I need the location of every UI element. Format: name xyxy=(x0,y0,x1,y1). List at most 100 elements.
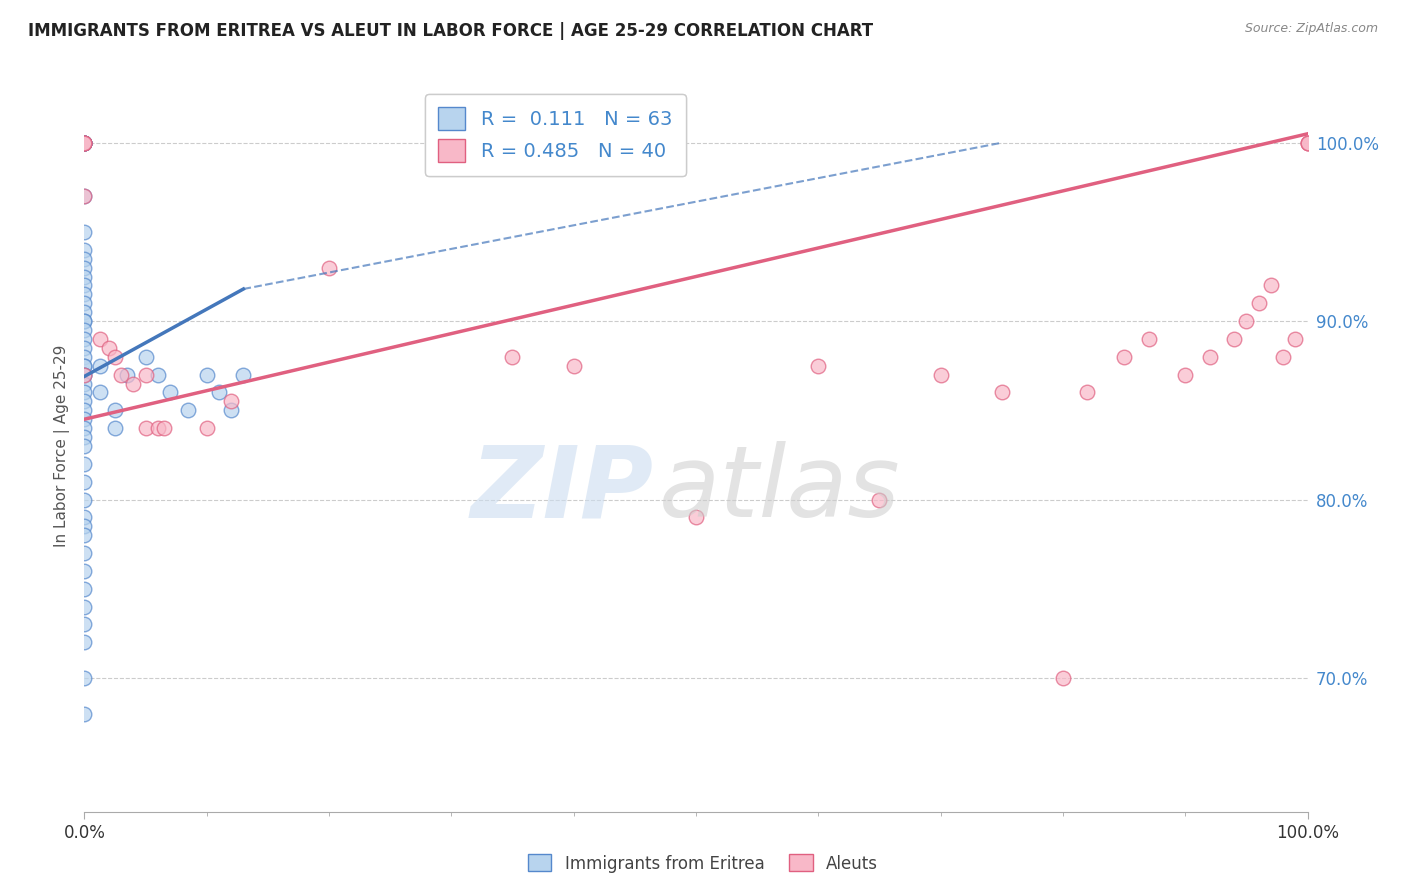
Point xyxy=(73,189,96,203)
Point xyxy=(1260,278,1282,293)
Point xyxy=(89,385,111,400)
Point xyxy=(1114,350,1136,364)
Point xyxy=(73,341,96,355)
Point xyxy=(73,564,96,578)
Point xyxy=(89,359,111,373)
Point xyxy=(73,350,96,364)
Point xyxy=(1296,136,1319,150)
Point xyxy=(73,359,96,373)
Point xyxy=(73,528,96,542)
Point xyxy=(73,136,96,150)
Point xyxy=(177,403,200,417)
Point xyxy=(73,421,96,435)
Point xyxy=(73,136,96,150)
Point xyxy=(502,350,524,364)
Point xyxy=(73,706,96,721)
Point xyxy=(73,136,96,150)
Point xyxy=(73,475,96,489)
Point xyxy=(73,252,96,266)
Point xyxy=(115,368,138,382)
Point xyxy=(1174,368,1197,382)
Point xyxy=(73,394,96,409)
Legend: R =  0.111   N = 63, R = 0.485   N = 40: R = 0.111 N = 63, R = 0.485 N = 40 xyxy=(425,94,686,176)
Point xyxy=(195,368,218,382)
Point xyxy=(104,350,127,364)
Point xyxy=(73,225,96,239)
Point xyxy=(195,421,218,435)
Point xyxy=(73,136,96,150)
Point xyxy=(73,136,96,150)
Point xyxy=(73,332,96,346)
Point xyxy=(73,635,96,649)
Point xyxy=(1076,385,1098,400)
Point xyxy=(73,492,96,507)
Point xyxy=(807,359,830,373)
Point xyxy=(1296,136,1319,150)
Text: ZIP: ZIP xyxy=(470,442,654,539)
Point xyxy=(562,359,585,373)
Point xyxy=(73,671,96,685)
Point xyxy=(73,582,96,596)
Point xyxy=(153,421,176,435)
Point xyxy=(1296,136,1319,150)
Point xyxy=(1236,314,1258,328)
Point xyxy=(73,260,96,275)
Point xyxy=(73,599,96,614)
Point xyxy=(73,136,96,150)
Point xyxy=(73,412,96,426)
Point xyxy=(73,314,96,328)
Point xyxy=(1284,332,1306,346)
Point xyxy=(73,368,96,382)
Point xyxy=(929,368,952,382)
Point xyxy=(1272,350,1295,364)
Point xyxy=(1052,671,1074,685)
Point xyxy=(73,314,96,328)
Point xyxy=(869,492,891,507)
Point xyxy=(1223,332,1246,346)
Point xyxy=(73,519,96,533)
Legend: Immigrants from Eritrea, Aleuts: Immigrants from Eritrea, Aleuts xyxy=(522,847,884,880)
Point xyxy=(208,385,231,400)
Point xyxy=(97,341,120,355)
Point xyxy=(73,136,96,150)
Point xyxy=(73,430,96,444)
Point xyxy=(318,260,340,275)
Point xyxy=(73,457,96,471)
Text: Source: ZipAtlas.com: Source: ZipAtlas.com xyxy=(1244,22,1378,36)
Point xyxy=(73,376,96,391)
Point xyxy=(73,368,96,382)
Point xyxy=(73,136,96,150)
Point xyxy=(1137,332,1160,346)
Point xyxy=(1198,350,1220,364)
Point xyxy=(89,332,111,346)
Point xyxy=(146,421,169,435)
Point xyxy=(135,368,157,382)
Point xyxy=(146,368,169,382)
Point xyxy=(73,323,96,337)
Point xyxy=(73,136,96,150)
Point xyxy=(135,350,157,364)
Point xyxy=(232,368,254,382)
Point xyxy=(73,368,96,382)
Point xyxy=(73,305,96,319)
Point xyxy=(73,287,96,301)
Point xyxy=(991,385,1014,400)
Point xyxy=(73,243,96,257)
Point xyxy=(73,385,96,400)
Text: IMMIGRANTS FROM ERITREA VS ALEUT IN LABOR FORCE | AGE 25-29 CORRELATION CHART: IMMIGRANTS FROM ERITREA VS ALEUT IN LABO… xyxy=(28,22,873,40)
Point xyxy=(104,421,127,435)
Point xyxy=(73,359,96,373)
Point xyxy=(73,546,96,560)
Point xyxy=(73,403,96,417)
Point xyxy=(73,269,96,284)
Text: atlas: atlas xyxy=(659,442,901,539)
Point xyxy=(104,403,127,417)
Point xyxy=(219,403,242,417)
Point xyxy=(73,617,96,632)
Point xyxy=(122,376,145,391)
Point xyxy=(110,368,132,382)
Point xyxy=(219,394,242,409)
Point xyxy=(73,136,96,150)
Point xyxy=(73,278,96,293)
Point xyxy=(159,385,181,400)
